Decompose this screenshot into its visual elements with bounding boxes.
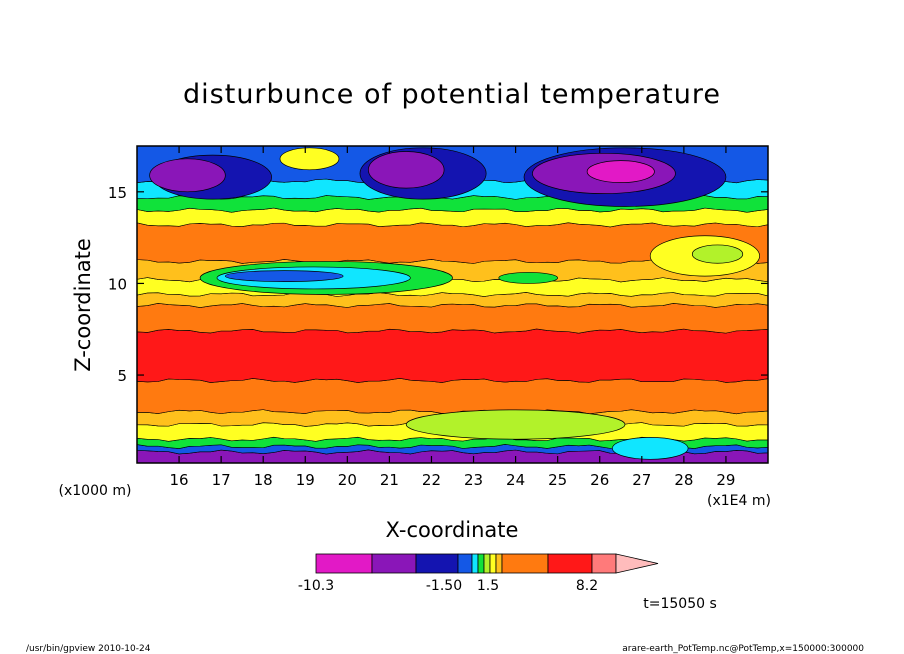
colorbar-label: 1.5 [477,578,499,594]
footer-program: /usr/bin/gpview 2010-10-24 [26,644,151,654]
colorbar-label: -1.50 [426,578,462,594]
x-tick-label: 28 [674,471,693,489]
y-axis-label: Z-coordinate [71,238,95,372]
contour-cell-2 [279,147,340,171]
colorbar-segment-salmon [591,553,617,574]
contour-band-7 [137,303,768,334]
colorbar-segment-gold [495,553,503,574]
x-tick-label: 24 [506,471,525,489]
contour-cell-10 [224,270,344,282]
contour-cell-13 [498,272,559,284]
x-tick-label: 20 [338,471,357,489]
x-tick-label: 25 [548,471,567,489]
colorbar-segment-orange [501,553,549,574]
x-unit-label: (x1E4 m) [707,493,771,509]
y-unit-label: (x1000 m) [59,483,132,499]
x-tick-label: 21 [380,471,399,489]
y-tick-label: 15 [108,184,127,202]
y-tick-label: 5 [117,367,127,385]
colorbar-segment-cyan [471,553,479,574]
colorbar-segment-yellowgreen [483,553,491,574]
contour-cell-14 [405,409,626,440]
x-tick-label: 16 [170,471,189,489]
x-tick-label: 23 [464,471,483,489]
contour-band-5 [137,378,768,415]
x-tick-label: 17 [212,471,231,489]
x-axis-label: X-coordinate [386,518,519,542]
x-tick-label: 19 [296,471,315,489]
contour-cell-15 [612,436,689,460]
x-axis-ticks: 16 17 18 19 20 21 22 23 24 25 26 27 28 29 [170,146,735,489]
plot-area [137,146,768,463]
colorbar-segment-blue [457,553,473,574]
y-axis-ticks: 5 10 15 [108,184,768,385]
colorbar-segment-red [547,553,593,574]
time-label: t=15050 s [643,596,717,612]
x-tick-label: 18 [254,471,273,489]
x-tick-label: 26 [590,471,609,489]
colorbar-label: 8.2 [576,578,598,594]
contour-cell-12 [691,244,744,264]
colorbar-segment-magenta [315,553,373,574]
x-tick-label: 27 [632,471,651,489]
contour-cell-1 [149,158,226,193]
colorbar-label: -10.3 [298,578,334,594]
colorbar-segment-green [477,553,485,574]
contour-cell-7 [586,160,655,183]
colorbar-extend-arrow [615,553,659,574]
contour-band-6 [137,328,768,383]
colorbar-segment-navy [415,553,459,574]
colorbar-segment-yellow [489,553,497,574]
footer-source: arare-earth_PotTemp.nc@PotTemp,x=150000:… [622,644,864,654]
colorbar [315,553,659,574]
y-tick-label: 10 [108,275,127,293]
chart-title: disturbunce of potential temperature [183,79,721,110]
x-tick-label: 29 [716,471,735,489]
colorbar-segment-purple [371,553,417,574]
contour-cell-4 [368,151,445,189]
plot-frame [136,145,769,464]
x-tick-label: 22 [422,471,441,489]
colorbar-labels: -10.3 -1.50 1.5 8.2 [298,578,598,594]
